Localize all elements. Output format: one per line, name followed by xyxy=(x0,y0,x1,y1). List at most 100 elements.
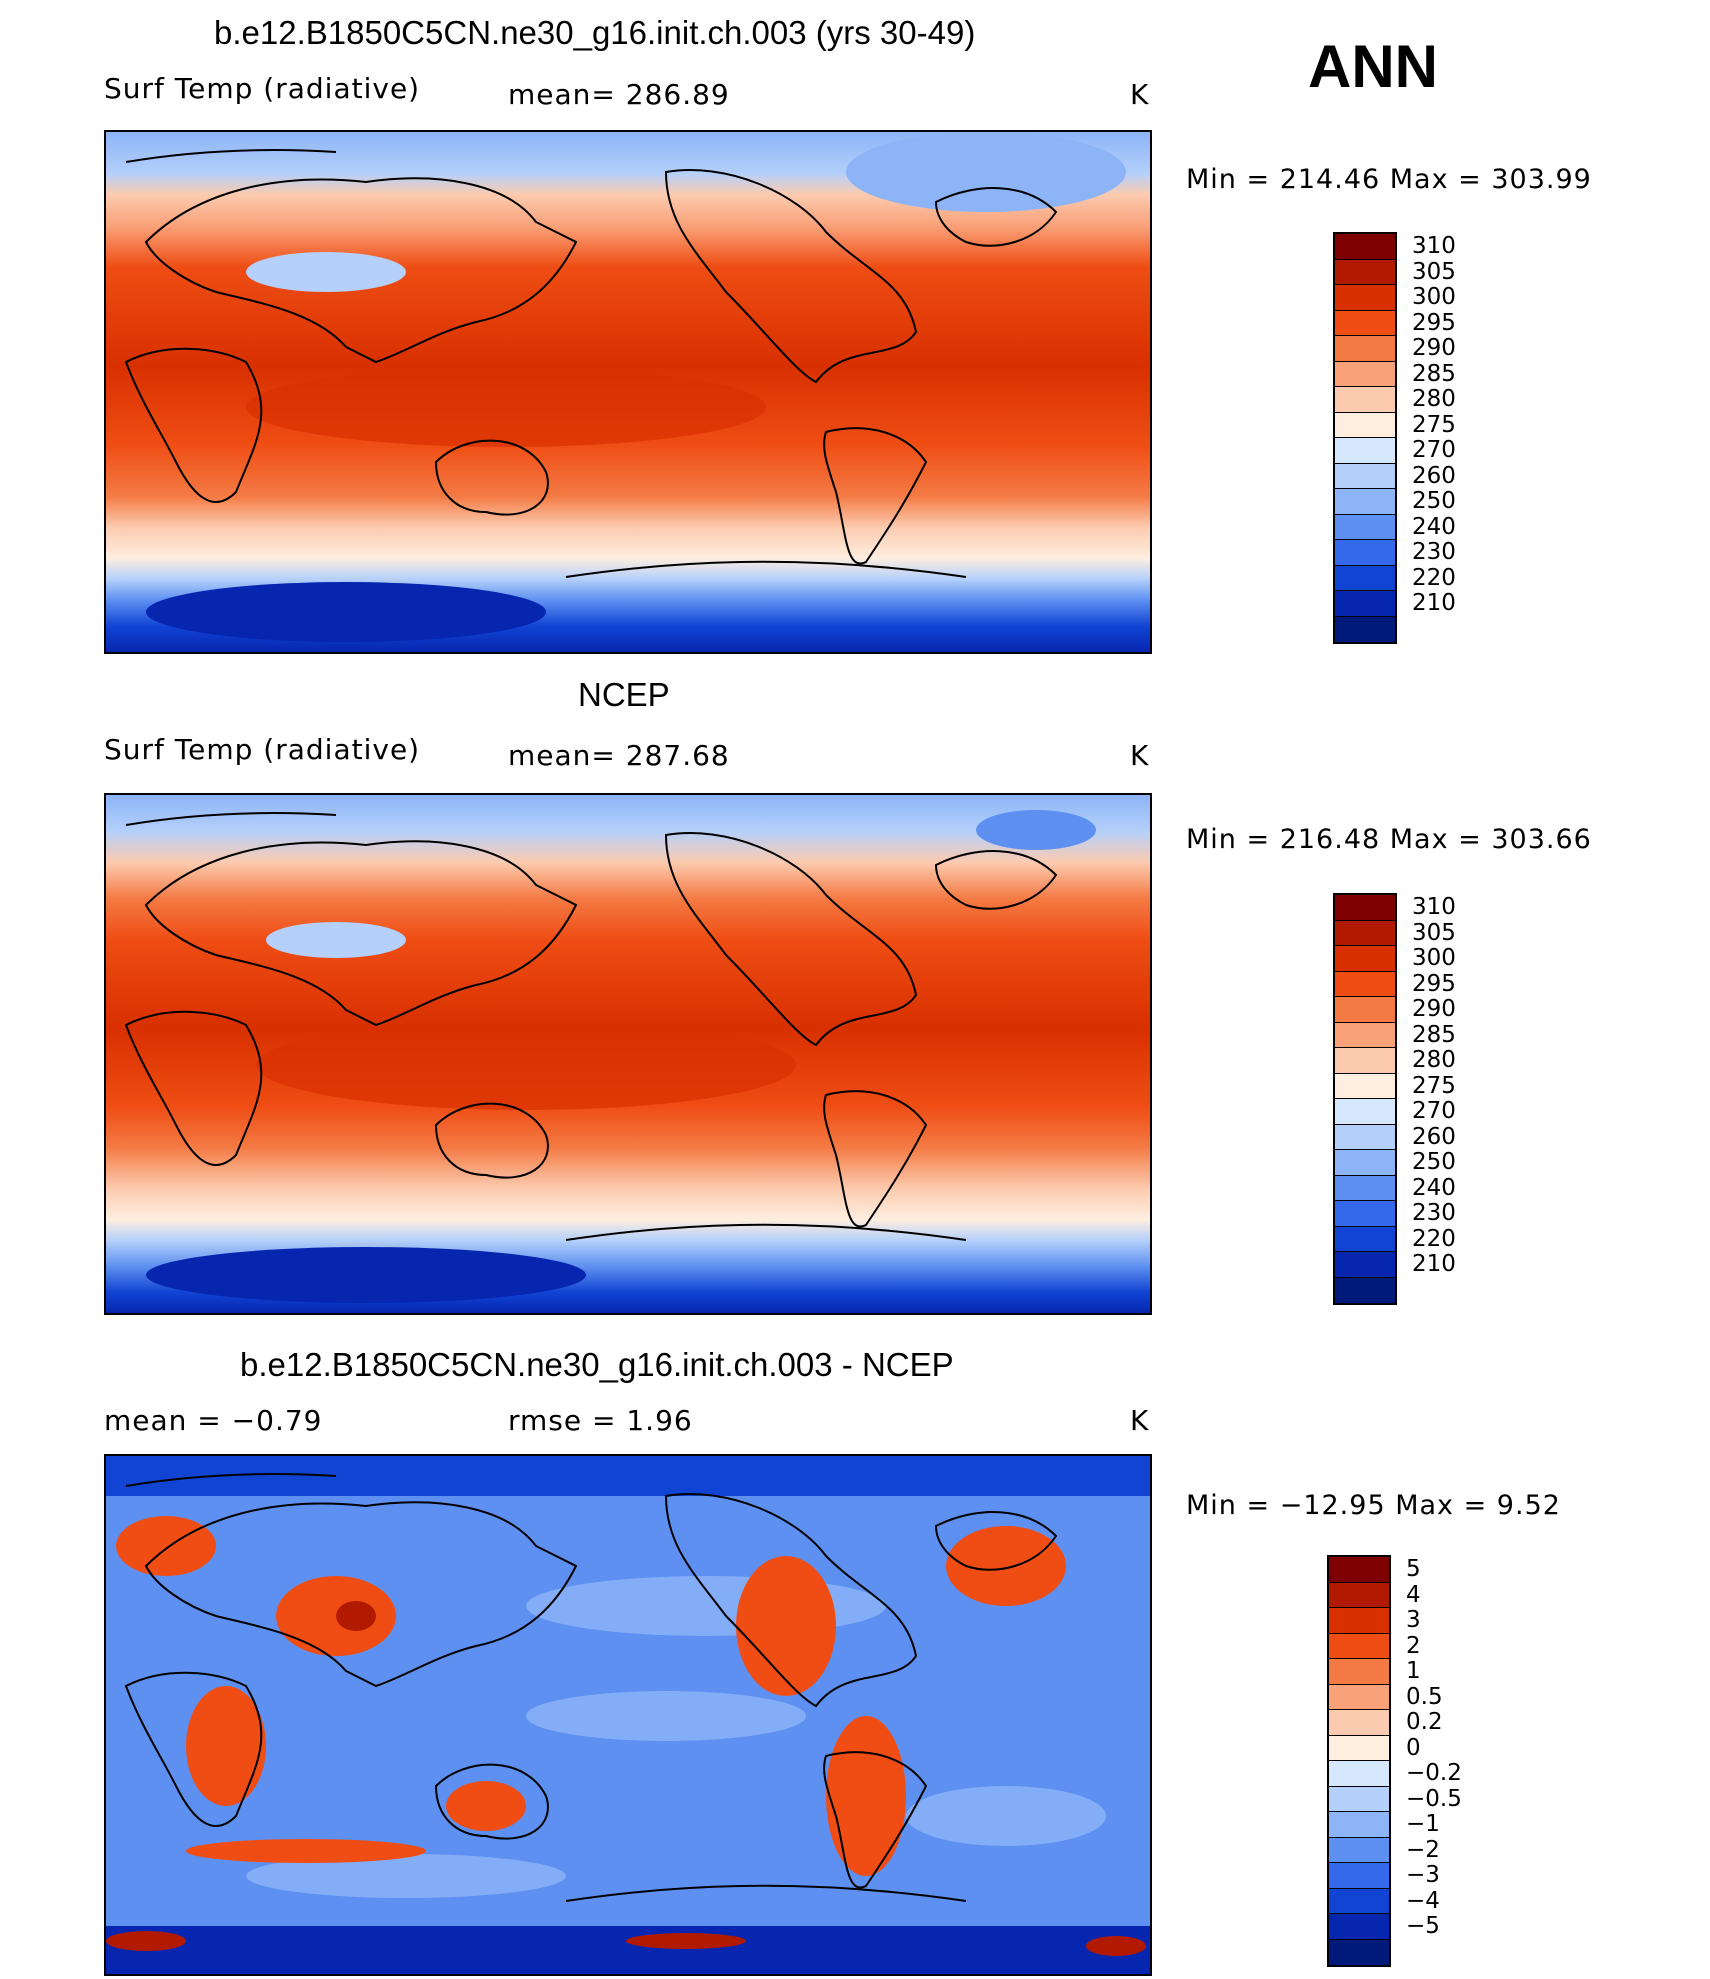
colorbar-swatch xyxy=(1335,1022,1395,1048)
colorbar-tick-label: 5 xyxy=(1406,1556,1421,1582)
colorbar-swatch xyxy=(1335,1226,1395,1252)
colorbar-swatch xyxy=(1329,1812,1389,1838)
colorbar-tick-label: 210 xyxy=(1412,590,1456,616)
colorbar-tick-label: 0.2 xyxy=(1406,1709,1443,1735)
colorbar-swatch xyxy=(1335,1073,1395,1099)
colorbar-swatch xyxy=(1335,1099,1395,1125)
colorbar-swatch xyxy=(1335,1124,1395,1150)
map2-canvas xyxy=(106,795,1150,1313)
colorbar-tick-label: 275 xyxy=(1412,411,1456,438)
colorbar-swatch xyxy=(1335,259,1395,285)
colorbar-tick-label: 4 xyxy=(1406,1581,1421,1608)
colorbar-tick-label: 280 xyxy=(1412,1047,1456,1073)
colorbar-swatch xyxy=(1335,540,1395,566)
panel2-units: K xyxy=(1130,739,1150,772)
colorbar-abs-2 xyxy=(1333,893,1397,1305)
colorbar-tick-label: 295 xyxy=(1412,309,1456,336)
colorbar-swatch xyxy=(1335,1277,1395,1303)
colorbar-swatch xyxy=(1329,1582,1389,1608)
panel2-minmax: Min = 216.48 Max = 303.66 xyxy=(1186,824,1592,855)
colorbar-tick-label: 1 xyxy=(1406,1658,1421,1684)
colorbar-tick-label: 230 xyxy=(1412,1200,1456,1226)
colorbar-swatch xyxy=(1335,1048,1395,1074)
panel3-units: K xyxy=(1130,1404,1150,1437)
colorbar-tick-label: 220 xyxy=(1412,1225,1456,1252)
colorbar-tick-label: −1 xyxy=(1406,1811,1440,1837)
colorbar-swatch xyxy=(1329,1863,1389,1889)
colorbar-swatch xyxy=(1335,565,1395,591)
colorbar-tick-label: 285 xyxy=(1412,360,1456,387)
panel1-title: b.e12.B1850C5CN.ne30_g16.init.ch.003 (yr… xyxy=(214,14,976,51)
colorbar-swatch xyxy=(1335,412,1395,438)
panel2-title: NCEP xyxy=(578,676,670,713)
colorbar-tick-label: 270 xyxy=(1412,437,1456,463)
colorbar-tick-label: −4 xyxy=(1406,1887,1440,1914)
colorbar-tick-label: 260 xyxy=(1412,462,1456,489)
colorbar-swatch xyxy=(1329,1608,1389,1634)
colorbar-tick-label: 305 xyxy=(1412,919,1456,946)
colorbar-tick-label: −5 xyxy=(1406,1913,1440,1939)
map1-canvas xyxy=(106,132,1150,652)
colorbar-swatch xyxy=(1335,489,1395,515)
colorbar-tick-label: 300 xyxy=(1412,284,1456,310)
panel3-minmax: Min = −12.95 Max = 9.52 xyxy=(1186,1490,1561,1521)
season-label: ANN xyxy=(1308,33,1438,100)
colorbar-swatch xyxy=(1329,1735,1389,1761)
colorbar-abs-1 xyxy=(1333,232,1397,644)
colorbar-tick-label: 2 xyxy=(1406,1632,1421,1659)
panel1-variable: Surf Temp (radiative) xyxy=(104,72,421,105)
colorbar-swatch xyxy=(1329,1939,1389,1965)
colorbar-tick-label: 300 xyxy=(1412,945,1456,971)
colorbar-swatch xyxy=(1335,361,1395,387)
colorbar-swatch xyxy=(1335,1252,1395,1278)
colorbar-tick-label: −0.5 xyxy=(1406,1785,1462,1812)
model-surface-temp-map xyxy=(104,130,1152,654)
colorbar-swatch xyxy=(1335,591,1395,617)
panel1-minmax: Min = 214.46 Max = 303.99 xyxy=(1186,164,1592,195)
colorbar-swatch xyxy=(1329,1684,1389,1710)
colorbar-swatch xyxy=(1335,438,1395,464)
colorbar-tick-label: 305 xyxy=(1412,258,1456,285)
colorbar-swatch xyxy=(1329,1710,1389,1736)
colorbar-tick-label: −2 xyxy=(1406,1836,1440,1863)
panel2-variable: Surf Temp (radiative) xyxy=(104,733,421,766)
colorbar-swatch xyxy=(1335,895,1395,921)
colorbar-tick-label: 270 xyxy=(1412,1098,1456,1124)
colorbar-tick-label: −0.2 xyxy=(1406,1760,1462,1786)
colorbar-tick-label: 220 xyxy=(1412,564,1456,591)
colorbar-swatch xyxy=(1329,1557,1389,1583)
colorbar-swatch xyxy=(1329,1888,1389,1914)
colorbar-tick-label: 295 xyxy=(1412,970,1456,997)
colorbar-swatch xyxy=(1329,1914,1389,1940)
colorbar-swatch xyxy=(1335,336,1395,362)
colorbar-swatch xyxy=(1335,387,1395,413)
colorbar-swatch xyxy=(1335,1150,1395,1176)
map3-canvas xyxy=(106,1456,1150,1974)
colorbar-swatch xyxy=(1335,310,1395,336)
colorbar-tick-label: 260 xyxy=(1412,1123,1456,1150)
colorbar-swatch xyxy=(1335,997,1395,1023)
colorbar-tick-label: 310 xyxy=(1412,233,1456,259)
colorbar-tick-label: 250 xyxy=(1412,488,1456,514)
colorbar-swatch xyxy=(1329,1837,1389,1863)
colorbar-tick-label: 280 xyxy=(1412,386,1456,412)
colorbar-tick-label: 240 xyxy=(1412,1174,1456,1201)
colorbar-swatch xyxy=(1335,971,1395,997)
colorbar-tick-label: 250 xyxy=(1412,1149,1456,1175)
colorbar-tick-label: −3 xyxy=(1406,1862,1440,1888)
colorbar-tick-label: 240 xyxy=(1412,513,1456,540)
colorbar-tick-label: 285 xyxy=(1412,1021,1456,1048)
colorbar-tick-label: 290 xyxy=(1412,335,1456,361)
colorbar-swatch xyxy=(1335,920,1395,946)
colorbar-tick-label: 3 xyxy=(1406,1607,1421,1633)
panel1-mean: mean= 286.89 xyxy=(508,78,730,111)
colorbar-tick-label: 230 xyxy=(1412,539,1456,565)
colorbar-swatch xyxy=(1335,463,1395,489)
panel3-rmse: rmse = 1.96 xyxy=(508,1404,693,1437)
colorbar-swatch xyxy=(1329,1659,1389,1685)
colorbar-swatch xyxy=(1335,1201,1395,1227)
colorbar-tick-label: 210 xyxy=(1412,1251,1456,1277)
panel3-mean: mean = −0.79 xyxy=(104,1404,323,1437)
colorbar-tick-label: 275 xyxy=(1412,1072,1456,1099)
colorbar-swatch xyxy=(1335,514,1395,540)
